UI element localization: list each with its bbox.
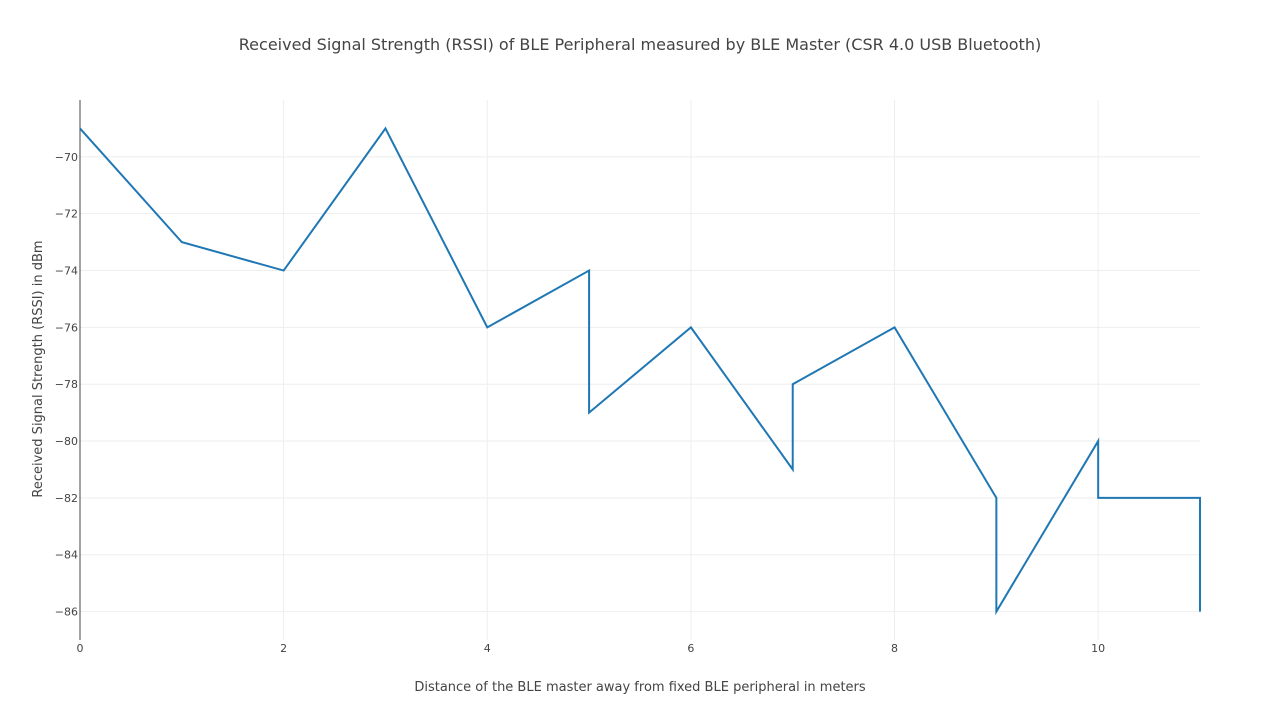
y-tick-label: −74 — [55, 265, 78, 278]
series-line-0 — [79, 126, 1201, 616]
x-tick-label: 2 — [280, 642, 287, 655]
y-tick-label: −78 — [55, 378, 78, 391]
x-tick-label: 4 — [484, 642, 491, 655]
y-tick-label: −72 — [55, 208, 78, 221]
x-tick-label: 10 — [1091, 642, 1105, 655]
x-axis-title: Distance of the BLE master away from fix… — [414, 680, 866, 695]
y-axis-title: Received Signal Strength (RSSI) in dBm — [31, 240, 46, 497]
x-tick-label: 8 — [891, 642, 898, 655]
y-tick-label: −84 — [55, 549, 78, 562]
chart-title: Received Signal Strength (RSSI) of BLE P… — [239, 35, 1041, 54]
series-group — [79, 126, 1201, 616]
y-tick-label: −86 — [55, 606, 78, 619]
y-tick-labels: −70 −72 −74 −76 −78 −80 −82 −84 −86 — [55, 151, 78, 619]
y-gridlines — [80, 156, 1200, 613]
x-tick-label: 6 — [687, 642, 694, 655]
y-tick-label: −82 — [55, 492, 78, 505]
x-tick-labels: 0 2 4 6 8 10 — [77, 642, 1106, 655]
y-tick-label: −70 — [55, 151, 78, 164]
y-tick-label: −76 — [55, 321, 78, 334]
x-gridlines — [283, 100, 1099, 640]
y-tick-label: −80 — [55, 435, 78, 448]
x-tick-label: 0 — [77, 642, 84, 655]
